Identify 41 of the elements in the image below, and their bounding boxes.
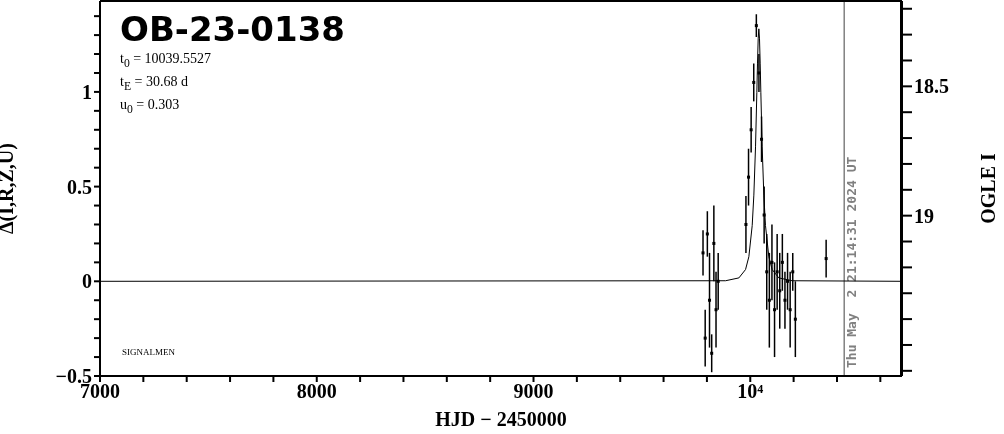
annotation: u$_{0}$ = 0.303 [120,97,180,116]
annotation: OB-23-0138 [120,9,345,49]
point [791,270,795,274]
y2-tick-label: 18.5 [914,75,949,98]
y2-tick-label: 19 [914,204,934,227]
point [765,270,769,274]
point [760,137,764,141]
annotation: t$_{E}$ = 30.68 d [120,74,188,93]
y-tick-label: 0.5 [67,175,92,198]
point [710,351,714,355]
x-tick-label: 10⁴ [737,380,764,403]
point [762,213,766,217]
point [703,336,707,340]
x-axis-title: HJD − 2450000 [435,408,567,430]
point [752,80,756,84]
point [716,279,720,283]
y2-axis-title: OGLE I [977,153,1000,224]
y-axis-title: Δ(I,R,Z,U) [0,143,19,234]
point [747,175,751,179]
y-tick-label: 1 [82,81,92,104]
point [824,257,828,261]
point [744,222,748,226]
point [780,260,784,264]
point [786,279,790,283]
point [793,317,797,321]
point [775,270,779,274]
point [712,241,716,245]
point [749,128,753,132]
point [701,251,705,255]
x-tick-label: 9000 [513,380,554,403]
annotation: t$_{0}$ = 10039.5527 [120,51,212,70]
annotation: Thu May 2 21:14:31 2024 UT [844,156,860,368]
point [754,24,758,28]
x-tick-label: 8000 [296,380,337,403]
point [757,71,761,75]
point [767,298,771,302]
y-tick-label: 0 [82,270,92,293]
point [705,232,709,236]
annotation: SIGNALMEN [122,347,175,357]
point [783,298,787,302]
point [708,298,712,302]
